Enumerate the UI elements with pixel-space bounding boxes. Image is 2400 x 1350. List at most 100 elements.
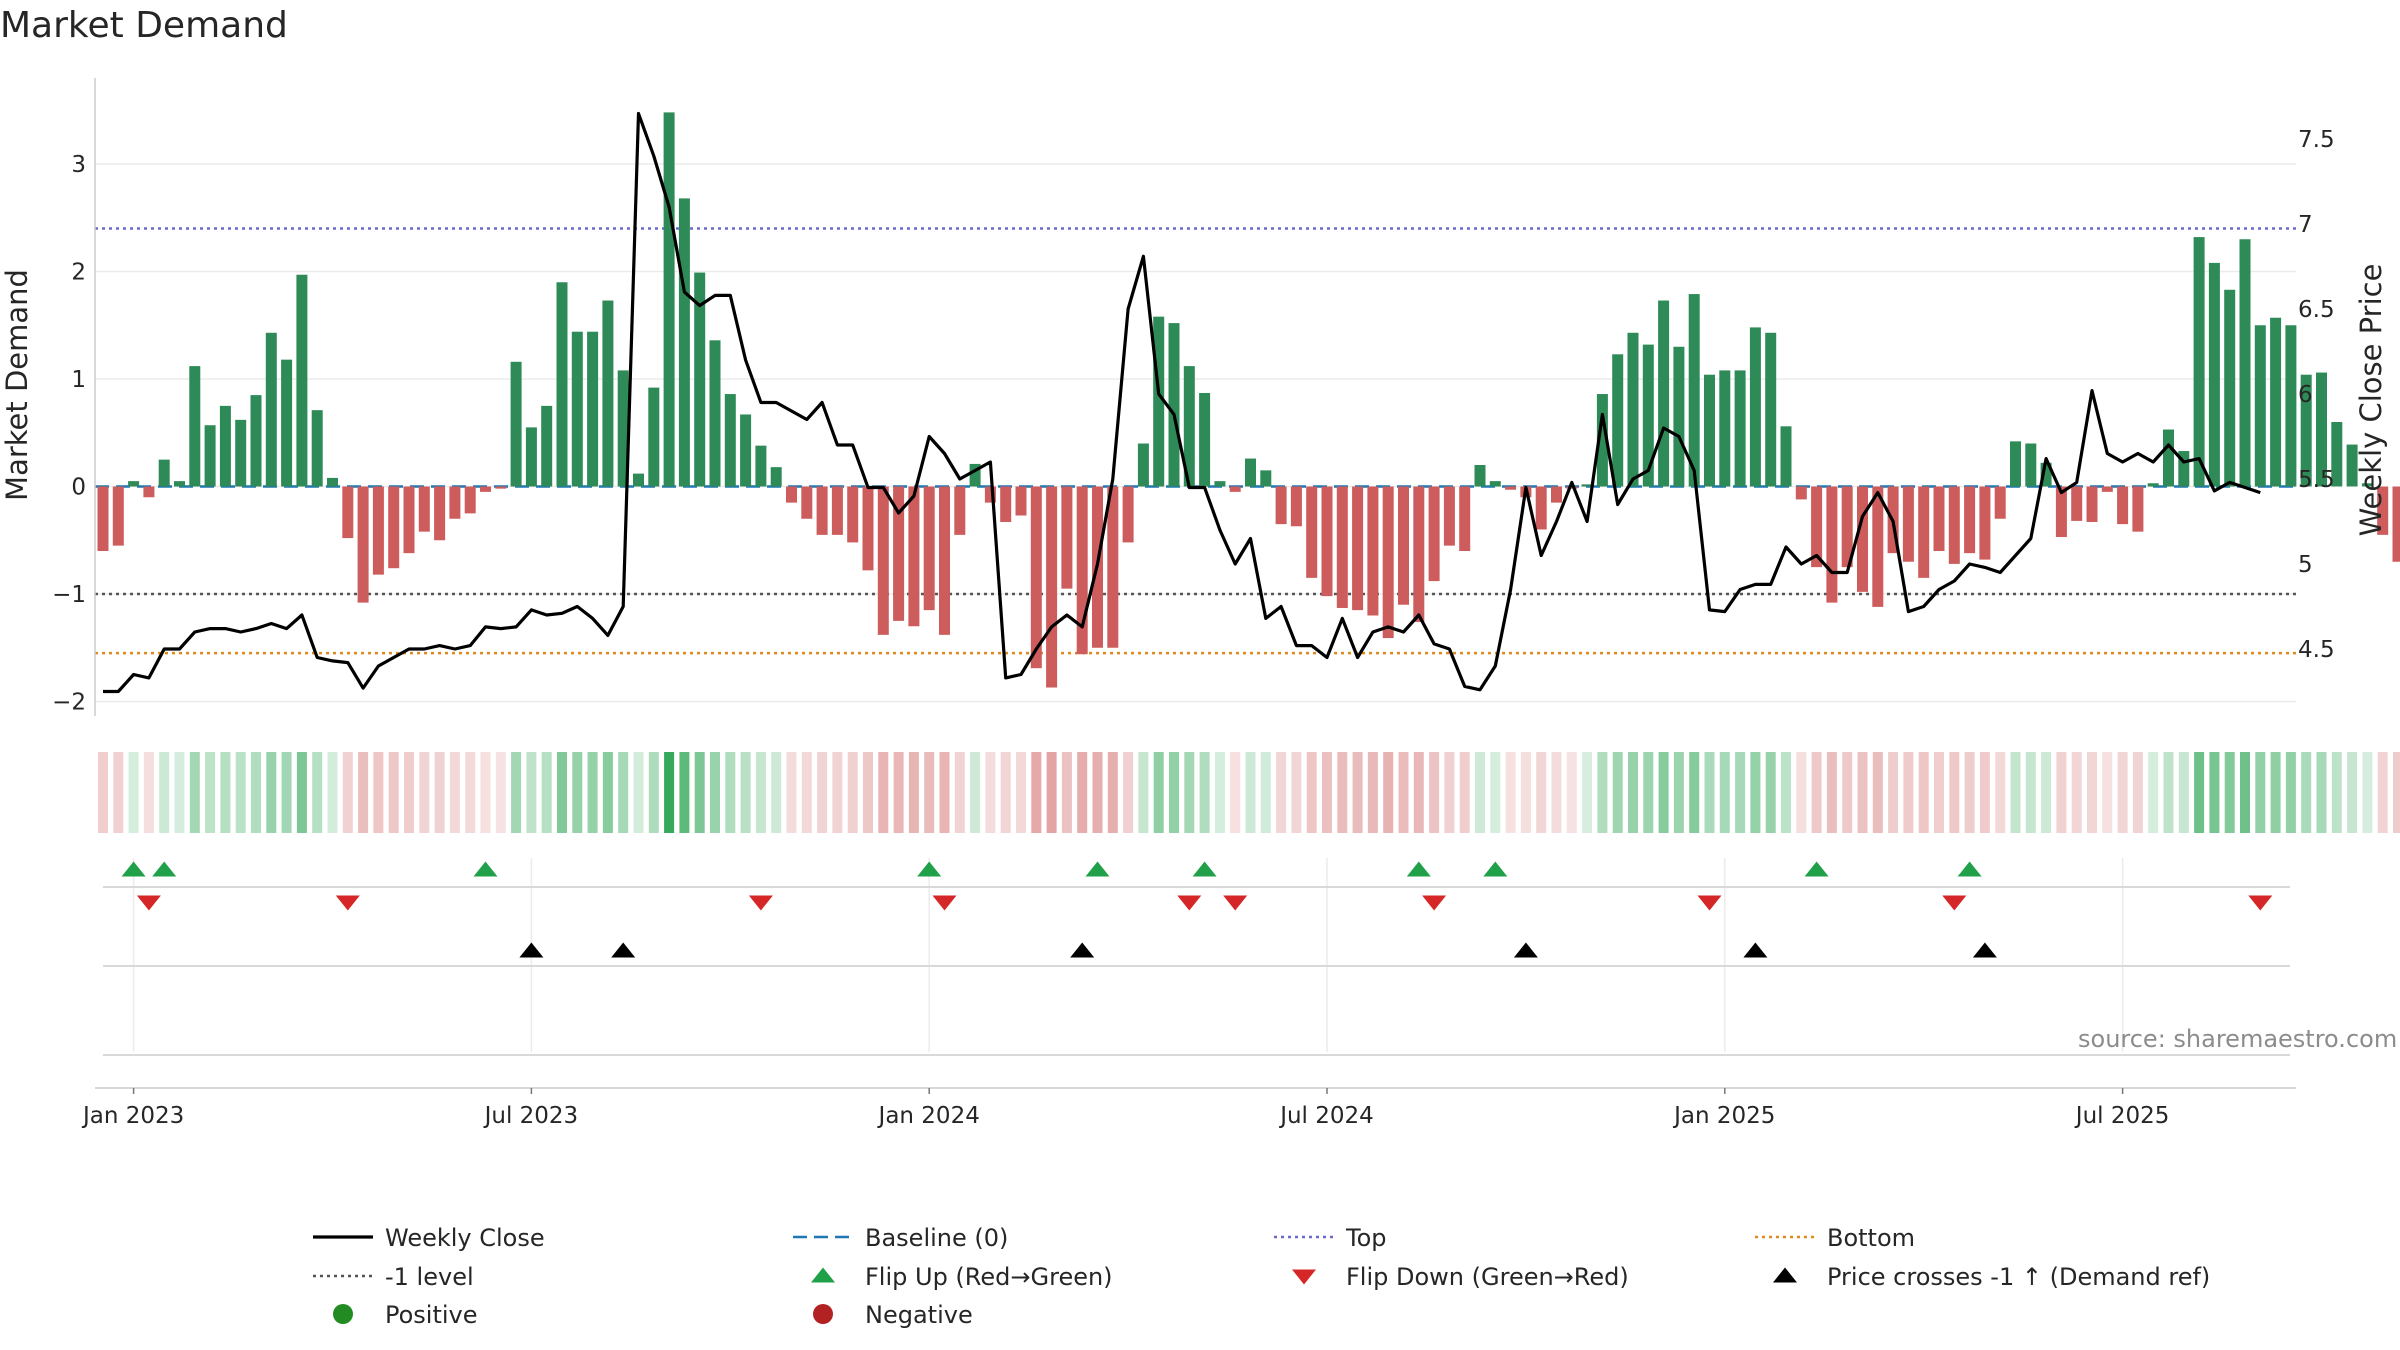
positive-bar bbox=[648, 387, 660, 487]
heat-cell bbox=[388, 752, 399, 833]
negative-bar bbox=[1076, 486, 1088, 655]
demand-heat-strip bbox=[98, 752, 2400, 833]
positive-bar bbox=[1734, 370, 1746, 487]
positive-bar bbox=[2285, 325, 2297, 487]
positive-bar bbox=[1214, 481, 1226, 487]
negative-bar bbox=[1382, 486, 1394, 639]
positive-bar bbox=[2300, 374, 2312, 487]
heat-cell bbox=[1811, 752, 1822, 833]
heat-cell bbox=[2331, 752, 2342, 833]
heat-cell bbox=[1903, 752, 1914, 833]
negative-bar bbox=[449, 486, 461, 519]
negative-bar bbox=[939, 486, 950, 635]
y2-tick-label: 6.5 bbox=[2298, 297, 2335, 323]
positive-bar bbox=[1704, 374, 1715, 487]
positive-bar bbox=[1183, 366, 1195, 487]
grid-lines bbox=[95, 163, 2296, 1052]
negative-bar bbox=[786, 486, 797, 503]
positive-bar bbox=[2224, 289, 2236, 487]
heat-cell bbox=[495, 752, 506, 833]
positive-bar bbox=[2040, 462, 2052, 487]
negative-bar bbox=[342, 486, 354, 539]
negative-bar bbox=[2055, 486, 2067, 538]
negative-bar bbox=[1413, 486, 1425, 622]
positive-bar bbox=[678, 198, 690, 487]
flip-up-marker bbox=[917, 861, 942, 877]
heat-cell bbox=[205, 752, 216, 833]
x-tick-label: Jul 2025 bbox=[2074, 1103, 2170, 1129]
negative-bar bbox=[862, 486, 874, 571]
negative-bar bbox=[2377, 486, 2389, 535]
flip-up-marker bbox=[1085, 861, 1110, 877]
heat-cell bbox=[2377, 752, 2388, 833]
heat-cell bbox=[572, 752, 583, 833]
positive-bar bbox=[1199, 392, 1211, 487]
x-tick-label: Jan 2023 bbox=[81, 1103, 184, 1129]
y-tick-label: 2 bbox=[71, 260, 86, 286]
heat-cell bbox=[1857, 752, 1868, 833]
negative-bar bbox=[1306, 486, 1318, 578]
negative-bar bbox=[1352, 486, 1364, 611]
heat-cell bbox=[2010, 752, 2021, 833]
negative-bar bbox=[1551, 486, 1562, 503]
heat-cell bbox=[235, 752, 246, 833]
heat-cell bbox=[1352, 752, 1363, 833]
heat-cell bbox=[220, 752, 231, 833]
heat-cell bbox=[1781, 752, 1791, 833]
legend-swatch bbox=[811, 1267, 835, 1283]
heat-cell bbox=[174, 752, 185, 833]
heat-cell bbox=[1444, 752, 1455, 833]
legend-label: Price crosses -1 ↑ (Demand ref) bbox=[1827, 1263, 2210, 1291]
negative-bar bbox=[434, 486, 446, 541]
heat-cell bbox=[266, 752, 277, 833]
heat-cell bbox=[1061, 752, 1072, 833]
heat-cell bbox=[1306, 752, 1317, 833]
heat-cell bbox=[1673, 752, 1684, 833]
legend-swatch bbox=[1773, 1267, 1797, 1283]
heat-cell bbox=[2163, 752, 2174, 833]
negative-bar bbox=[1826, 486, 1838, 603]
positive-bar bbox=[189, 366, 201, 487]
price-cross-marker bbox=[1070, 942, 1095, 958]
heat-cell bbox=[1092, 752, 1103, 833]
negative-bar bbox=[143, 486, 155, 498]
heat-cell bbox=[1046, 752, 1057, 833]
negative-bar bbox=[1030, 486, 1042, 669]
heat-cell bbox=[2071, 752, 2082, 833]
flip-down-marker bbox=[932, 895, 957, 911]
legend-label: Flip Up (Red→Green) bbox=[865, 1263, 1113, 1291]
heat-cell bbox=[694, 752, 705, 833]
positive-bar bbox=[2208, 262, 2220, 487]
y-tick-label: −1 bbox=[52, 582, 86, 608]
legend-item-negative: Negative bbox=[813, 1301, 973, 1329]
negative-bar bbox=[893, 486, 905, 621]
positive-bar bbox=[265, 332, 277, 487]
heat-cell bbox=[1383, 752, 1394, 833]
flip-up-marker bbox=[1192, 861, 1217, 877]
positive-bar bbox=[1153, 316, 1165, 487]
positive-bar bbox=[541, 405, 553, 487]
positive-bar bbox=[694, 272, 706, 487]
heat-cell bbox=[159, 752, 170, 833]
y-axis-label: Market Demand bbox=[0, 269, 34, 501]
heat-cell bbox=[1520, 752, 1531, 833]
positive-bar bbox=[1658, 300, 1670, 487]
chart-title: Market Demand bbox=[0, 5, 288, 46]
positive-bar bbox=[2331, 422, 2343, 487]
heat-cell bbox=[296, 752, 307, 833]
positive-bar bbox=[235, 419, 247, 487]
negative-bar bbox=[1061, 486, 1073, 589]
heat-cell bbox=[2224, 752, 2235, 833]
heat-cell bbox=[1658, 752, 1669, 833]
legend-swatch bbox=[333, 1304, 353, 1324]
legend-label: Bottom bbox=[1827, 1224, 1915, 1252]
negative-bar bbox=[372, 486, 384, 575]
y2-tick-label: 4.5 bbox=[2298, 637, 2335, 663]
negative-bar bbox=[1902, 486, 1914, 562]
heat-cell bbox=[1750, 752, 1761, 833]
flip-down-marker bbox=[136, 895, 161, 911]
heat-cell bbox=[801, 752, 812, 833]
positive-bar bbox=[250, 395, 262, 487]
negative-bar bbox=[1872, 486, 1884, 607]
